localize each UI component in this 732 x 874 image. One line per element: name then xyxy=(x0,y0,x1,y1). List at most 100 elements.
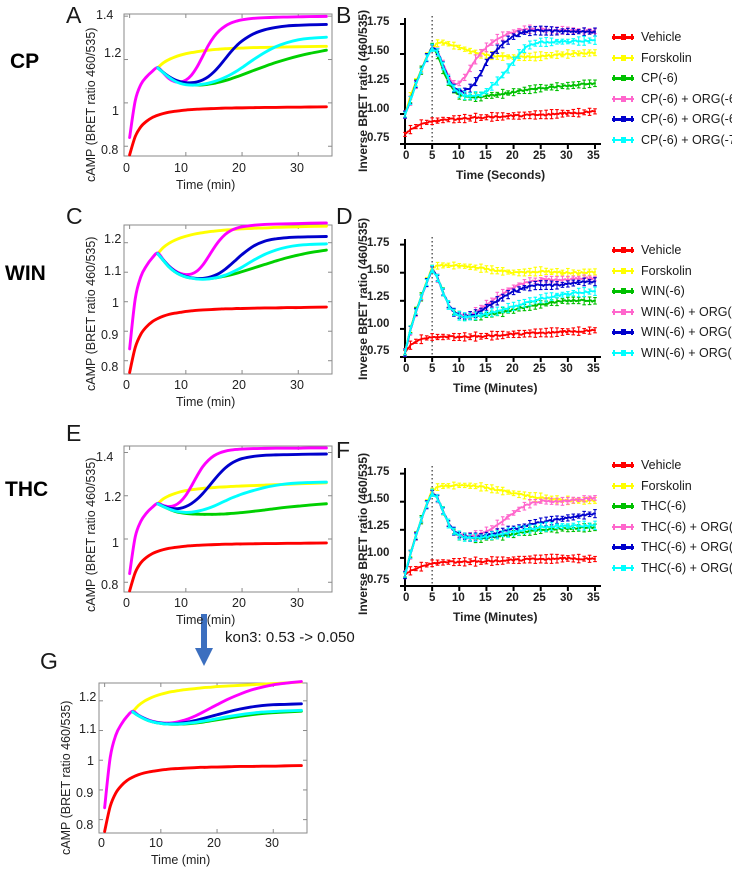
panel-d-xtick-10: 10 xyxy=(452,363,465,375)
panel-d-plot xyxy=(400,237,601,362)
legend-marker-icon xyxy=(612,541,634,553)
panel-e-ytick-1: 1 xyxy=(112,536,119,550)
legend-item-d-1[interactable]: Forskolin xyxy=(612,261,732,282)
legend-item-b-4[interactable]: CP(-6) + ORG(-6.5) xyxy=(612,109,732,130)
panel-d-ytick-1.25: 1.25 xyxy=(367,291,390,303)
legend-item-d-2[interactable]: WIN(-6) xyxy=(612,281,732,302)
panel-e-ytick-0.8: 0.8 xyxy=(101,578,119,592)
legend-marker-icon xyxy=(612,285,634,297)
panel-a-ytick-1: 1 xyxy=(112,104,119,118)
legend-item-b-3[interactable]: CP(-6) + ORG(-6) xyxy=(612,89,732,110)
panel-g-ytick-1.1: 1.1 xyxy=(79,722,97,736)
panel-a-plot xyxy=(123,13,333,157)
legend-label: Forskolin xyxy=(641,263,692,278)
panel-c-ytick-1.1: 1.1 xyxy=(104,264,122,278)
panel-e: cAMP (BRET ratio 460/535) 1.4 1.2 1 0.8 … xyxy=(60,420,340,630)
panel-f-xtick-5: 5 xyxy=(429,592,436,604)
panel-f-ytick-1.25: 1.25 xyxy=(367,520,390,532)
panel-f-xtick-25: 25 xyxy=(533,592,546,604)
panel-g-ytick-0.8: 0.8 xyxy=(76,818,94,832)
panel-a-xtick-20: 20 xyxy=(232,161,246,175)
panel-c-plot xyxy=(123,221,333,375)
panel-f-xtick-20: 20 xyxy=(506,592,519,604)
legend-label: Vehicle xyxy=(641,30,682,45)
panel-d-ytick-1.75: 1.75 xyxy=(367,237,390,249)
panel-g-ytick-1: 1 xyxy=(87,754,94,768)
panel-f-xtick-15: 15 xyxy=(479,592,492,604)
panel-b-xtick-25: 25 xyxy=(533,150,546,162)
legend-label: Vehicle xyxy=(641,243,682,258)
panel-e-ylabel: cAMP (BRET ratio 460/535) xyxy=(84,457,98,612)
legend-panel-d: Vehicle Forskolin WIN(-6) WIN(-6) + ORG(-6)… xyxy=(612,240,732,363)
panel-f-ytick-1.75: 1.75 xyxy=(367,466,390,478)
panel-b-xtick-35: 35 xyxy=(587,150,600,162)
panel-b-xtick-30: 30 xyxy=(560,150,573,162)
legend-label: CP(-6) + ORG(-7) xyxy=(641,132,732,147)
legend-panel-b: Vehicle Forskolin CP(-6) CP(-6) + ORG(-6) CP… xyxy=(612,27,732,150)
legend-label: WIN(-6) xyxy=(641,284,685,299)
panel-e-plot xyxy=(123,445,333,593)
legend-item-f-0[interactable]: Vehicle xyxy=(612,455,732,476)
legend-item-b-0[interactable]: Vehicle xyxy=(612,27,732,48)
panel-d-xtick-5: 5 xyxy=(429,363,436,375)
legend-marker-icon xyxy=(612,244,634,256)
panel-e-ytick-1.2: 1.2 xyxy=(104,490,122,504)
panel-d-xlabel: Time (Minutes) xyxy=(453,381,538,395)
legend-item-f-3[interactable]: THC(-6) + ORG(-6) xyxy=(612,517,732,538)
panel-letter-e: E xyxy=(66,420,82,446)
legend-item-f-4[interactable]: THC(-6) + ORG(-6.5) xyxy=(612,537,732,558)
legend-item-d-3[interactable]: WIN(-6) + ORG(-6) xyxy=(612,302,732,323)
legend-item-f-1[interactable]: Forskolin xyxy=(612,476,732,497)
panel-b-xtick-15: 15 xyxy=(479,150,492,162)
legend-item-f-2[interactable]: THC(-6) xyxy=(612,496,732,517)
panel-b-xtick-10: 10 xyxy=(452,150,465,162)
legend-label: THC(-6) xyxy=(641,499,687,514)
panel-letter-c: C xyxy=(66,203,83,229)
row-label-win: WIN xyxy=(5,262,46,285)
legend-item-d-0[interactable]: Vehicle xyxy=(612,240,732,261)
panel-letter-a: A xyxy=(66,2,82,28)
legend-marker-icon xyxy=(612,459,634,471)
panel-c-xtick-20: 20 xyxy=(232,378,246,392)
panel-letter-d: D xyxy=(336,203,353,229)
legend-marker-icon xyxy=(612,306,634,318)
legend-item-b-2[interactable]: CP(-6) xyxy=(612,68,732,89)
panel-b: Inverse BRET ratio (460/535) 1.75 1.50 1… xyxy=(340,0,732,200)
legend-label: CP(-6) xyxy=(641,71,678,86)
panel-e-xtick-20: 20 xyxy=(232,596,246,610)
panel-a-ytick-1.4: 1.4 xyxy=(96,8,114,22)
legend-item-d-4[interactable]: WIN(-6) + ORG(-6.5) xyxy=(612,322,732,343)
panel-d-xtick-30: 30 xyxy=(560,363,573,375)
panel-f-plot xyxy=(400,466,601,591)
legend-marker-icon xyxy=(612,500,634,512)
legend-marker-icon xyxy=(612,562,634,574)
row-label-thc: THC xyxy=(5,478,49,501)
legend-label: Forskolin xyxy=(641,478,692,493)
legend-item-d-5[interactable]: WIN(-6) + ORG(-7) xyxy=(612,343,732,364)
panel-a-ytick-0.8: 0.8 xyxy=(101,143,119,157)
panel-g-xtick-10: 10 xyxy=(149,836,163,850)
panel-b-plot xyxy=(400,16,601,149)
legend-item-f-5[interactable]: THC(-6) + ORG(-7) xyxy=(612,558,732,579)
panel-g-xtick-30: 30 xyxy=(265,836,279,850)
panel-b-ytick-1.75: 1.75 xyxy=(367,16,390,28)
legend-marker-icon xyxy=(612,31,634,43)
panel-c-ytick-0.8: 0.8 xyxy=(101,360,119,374)
legend-panel-f: Vehicle Forskolin THC(-6) THC(-6) + ORG(-6)… xyxy=(612,455,732,578)
legend-item-b-1[interactable]: Forskolin xyxy=(612,48,732,69)
legend-marker-icon xyxy=(612,265,634,277)
panel-g-ytick-1.2: 1.2 xyxy=(79,690,97,704)
legend-label: CP(-6) + ORG(-6.5) xyxy=(641,112,732,127)
panel-b-ytick-1.00: 1.00 xyxy=(367,103,390,115)
panel-a-xlabel: Time (min) xyxy=(176,178,236,192)
panel-g-xtick-20: 20 xyxy=(207,836,221,850)
panel-c: cAMP (BRET ratio 460/535) 1.2 1.1 1 0.9 … xyxy=(60,205,340,409)
panel-c-ytick-1.2: 1.2 xyxy=(104,232,122,246)
legend-item-b-5[interactable]: CP(-6) + ORG(-7) xyxy=(612,130,732,151)
legend-label: WIN(-6) + ORG(-7) xyxy=(641,345,732,360)
row-label-cp: CP xyxy=(10,50,40,73)
panel-d-xtick-20: 20 xyxy=(506,363,519,375)
panel-c-xtick-10: 10 xyxy=(174,378,188,392)
legend-marker-icon xyxy=(612,134,634,146)
